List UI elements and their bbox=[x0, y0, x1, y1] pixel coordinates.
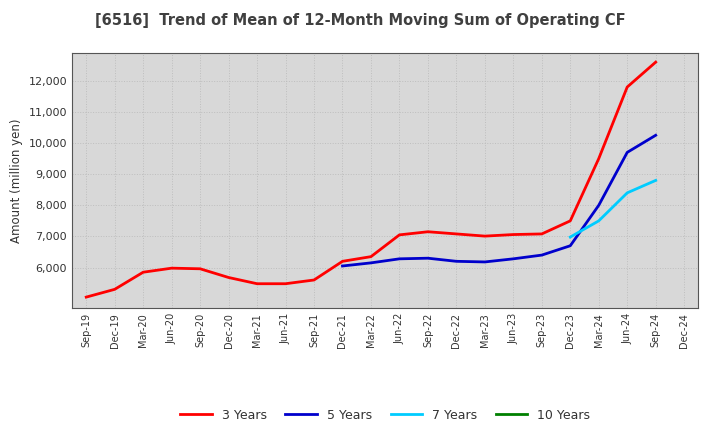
3 Years bbox=[110, 287, 119, 292]
3 Years bbox=[566, 218, 575, 224]
7 Years bbox=[652, 178, 660, 183]
5 Years bbox=[423, 256, 432, 261]
5 Years bbox=[595, 203, 603, 208]
5 Years bbox=[395, 256, 404, 261]
3 Years bbox=[196, 266, 204, 271]
3 Years bbox=[282, 281, 290, 286]
5 Years bbox=[480, 259, 489, 264]
3 Years bbox=[423, 229, 432, 235]
3 Years bbox=[452, 231, 461, 237]
3 Years bbox=[395, 232, 404, 238]
3 Years bbox=[167, 265, 176, 271]
7 Years bbox=[623, 190, 631, 195]
5 Years bbox=[452, 259, 461, 264]
Y-axis label: Amount (million yen): Amount (million yen) bbox=[10, 118, 23, 242]
3 Years bbox=[338, 259, 347, 264]
3 Years bbox=[225, 275, 233, 280]
5 Years bbox=[623, 150, 631, 155]
Line: 7 Years: 7 Years bbox=[570, 180, 656, 237]
3 Years bbox=[366, 254, 375, 259]
5 Years bbox=[537, 253, 546, 258]
5 Years bbox=[338, 264, 347, 269]
5 Years bbox=[566, 243, 575, 249]
3 Years bbox=[253, 281, 261, 286]
3 Years bbox=[537, 231, 546, 237]
Line: 5 Years: 5 Years bbox=[343, 135, 656, 266]
3 Years bbox=[82, 294, 91, 300]
Text: [6516]  Trend of Mean of 12-Month Moving Sum of Operating CF: [6516] Trend of Mean of 12-Month Moving … bbox=[95, 13, 625, 28]
3 Years bbox=[509, 232, 518, 237]
5 Years bbox=[652, 132, 660, 138]
7 Years bbox=[595, 218, 603, 224]
3 Years bbox=[652, 59, 660, 65]
3 Years bbox=[595, 156, 603, 161]
3 Years bbox=[139, 270, 148, 275]
7 Years bbox=[566, 235, 575, 240]
3 Years bbox=[310, 277, 318, 282]
5 Years bbox=[366, 260, 375, 265]
Line: 3 Years: 3 Years bbox=[86, 62, 656, 297]
Legend: 3 Years, 5 Years, 7 Years, 10 Years: 3 Years, 5 Years, 7 Years, 10 Years bbox=[176, 403, 595, 426]
3 Years bbox=[480, 234, 489, 239]
5 Years bbox=[509, 256, 518, 261]
3 Years bbox=[623, 84, 631, 90]
